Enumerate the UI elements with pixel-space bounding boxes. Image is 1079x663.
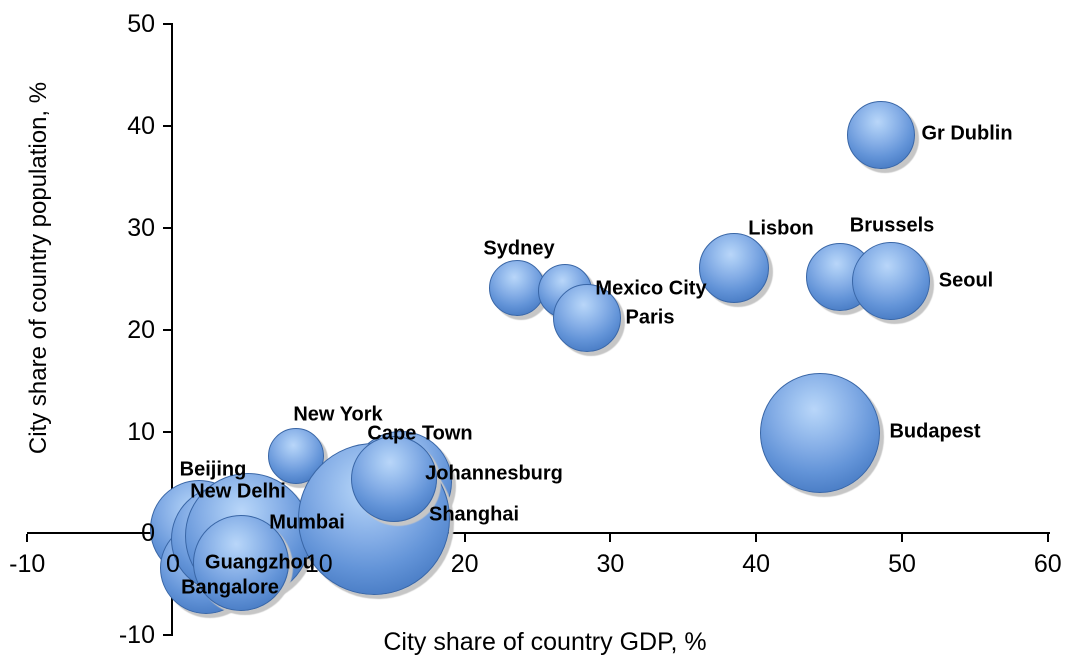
x-tick-label-30: 30 — [596, 550, 625, 578]
bubble-guangzhou — [193, 514, 290, 611]
y-tick-mark-50 — [163, 23, 171, 26]
bubble-lisbon — [698, 232, 769, 303]
bubble-label-sydney: Sydney — [483, 237, 555, 260]
bubble-label-new-york: New York — [293, 403, 383, 426]
bubble-label-lisbon: Lisbon — [748, 217, 814, 240]
x-tick-label--10: -10 — [9, 550, 46, 578]
bubble-budapest — [759, 372, 880, 493]
x-tick-label-60: 60 — [1033, 550, 1062, 578]
y-tick-mark-30 — [163, 226, 171, 229]
x-tick-mark-20 — [463, 534, 466, 543]
bubble-label-gr-dublin: Gr Dublin — [921, 122, 1013, 145]
bubble-sydney — [488, 259, 545, 316]
y-tick-label-20: 20 — [127, 315, 155, 344]
bubble-seoul — [852, 241, 931, 320]
y-axis-line — [171, 23, 173, 637]
x-axis-title: City share of country GDP, % — [383, 628, 707, 656]
x-tick-mark-40 — [755, 534, 758, 543]
bubble-gr-dublin — [847, 101, 916, 170]
y-tick-label-40: 40 — [127, 112, 155, 141]
x-tick-mark-30 — [609, 534, 612, 543]
y-tick-label-30: 30 — [127, 213, 155, 242]
bubble-paris — [552, 284, 621, 353]
y-tick-mark-10 — [163, 430, 171, 433]
bubble-label-seoul: Seoul — [938, 269, 994, 292]
x-axis-line — [27, 532, 1050, 535]
y-tick-label--10: -10 — [118, 621, 155, 650]
x-tick-mark--10 — [26, 534, 29, 543]
bubble-label-brussels: Brussels — [849, 214, 935, 237]
y-tick-mark-40 — [163, 125, 171, 128]
bubble-label-paris: Paris — [625, 306, 675, 329]
y-tick-label-50: 50 — [127, 10, 155, 39]
y-tick-label-10: 10 — [127, 417, 155, 446]
x-tick-mark-60 — [1046, 534, 1049, 543]
x-tick-mark-50 — [901, 534, 903, 543]
y-tick-mark--10 — [163, 634, 171, 637]
bubble-label-budapest: Budapest — [889, 420, 981, 443]
y-axis-title: City share of country population, % — [25, 81, 52, 455]
y-tick-mark-20 — [163, 328, 171, 331]
x-tick-label-50: 50 — [888, 550, 916, 578]
bubble-cape-town — [351, 436, 438, 523]
x-tick-label-40: 40 — [742, 550, 771, 578]
